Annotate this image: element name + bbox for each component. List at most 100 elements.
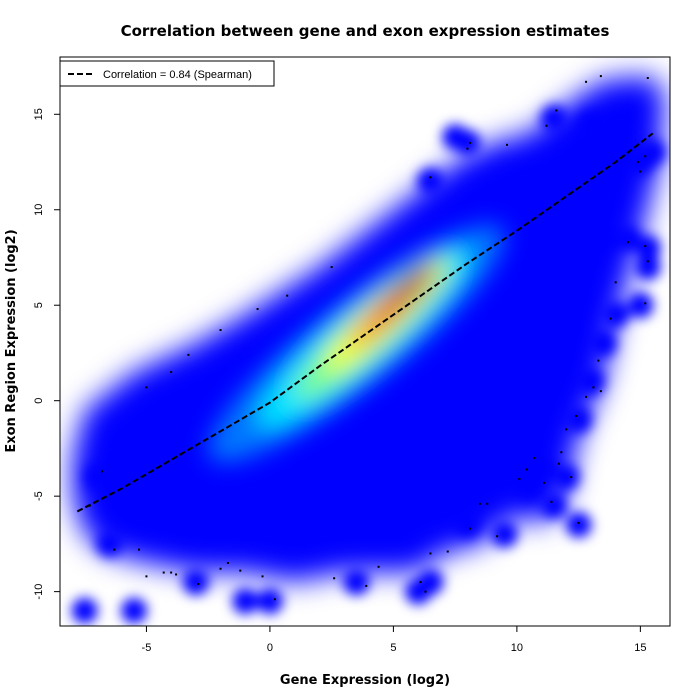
plot-area <box>71 75 666 624</box>
density-blob <box>627 292 654 319</box>
legend-box <box>59 60 275 87</box>
y-tick-label: 0 <box>33 398 45 404</box>
density-blob <box>634 254 661 281</box>
data-point <box>138 548 141 551</box>
data-point <box>419 581 422 584</box>
data-point <box>145 575 148 578</box>
data-point <box>170 371 173 374</box>
data-point <box>170 571 173 574</box>
data-point <box>560 451 563 454</box>
density-blob <box>121 597 148 624</box>
data-point <box>286 294 289 297</box>
x-axis-label: Gene Expression (log2) <box>280 673 450 688</box>
data-point <box>597 359 600 362</box>
y-tick-label: 5 <box>33 302 45 308</box>
data-point <box>570 476 573 479</box>
data-point <box>525 468 528 471</box>
data-point <box>162 571 165 574</box>
data-point <box>557 462 560 465</box>
data-point <box>545 124 548 127</box>
data-point <box>219 329 222 332</box>
x-axis: -5 0 5 10 15 <box>142 626 646 654</box>
data-point <box>478 502 481 505</box>
data-point <box>466 147 469 150</box>
data-point <box>486 502 489 505</box>
data-point <box>614 281 617 284</box>
data-point <box>100 470 103 473</box>
x-tick-label: -5 <box>142 642 152 654</box>
data-point <box>550 500 553 503</box>
data-point <box>585 80 588 83</box>
density-blob <box>232 588 259 615</box>
data-point <box>468 527 471 530</box>
plot-frame <box>59 56 671 627</box>
y-tick-label: -5 <box>33 491 45 501</box>
data-point <box>446 550 449 553</box>
data-point <box>585 395 588 398</box>
data-point <box>639 170 642 173</box>
data-point <box>533 456 536 459</box>
data-point <box>644 155 647 158</box>
density-layer <box>71 76 666 624</box>
data-point <box>627 241 630 244</box>
data-point <box>565 428 568 431</box>
density-blob <box>343 569 370 596</box>
y-tick-label: -10 <box>33 584 45 600</box>
x-tick-label: 15 <box>634 642 646 654</box>
data-point <box>261 575 264 578</box>
legend: Correlation = 0.84 (Spearman) <box>59 60 275 87</box>
data-point <box>555 109 558 112</box>
data-point <box>145 386 148 389</box>
data-point <box>113 548 116 551</box>
data-point <box>377 565 380 568</box>
y-axis-label: Exon Region Expression (log2) <box>4 229 19 452</box>
density-blob <box>565 511 592 538</box>
data-point <box>506 143 509 146</box>
data-point <box>496 535 499 538</box>
data-point <box>273 598 276 601</box>
density-level-7 <box>392 266 429 303</box>
data-point <box>256 308 259 311</box>
density-blob <box>182 569 209 596</box>
y-tick-label: 10 <box>33 204 45 216</box>
x-tick-label: 10 <box>511 642 523 654</box>
x-tick-label: 5 <box>390 642 396 654</box>
density-blob <box>442 124 469 151</box>
data-point <box>365 584 368 587</box>
data-point <box>518 477 521 480</box>
data-point <box>219 567 222 570</box>
data-point <box>646 260 649 263</box>
data-point <box>644 245 647 248</box>
data-point <box>468 141 471 144</box>
density-core <box>208 224 505 463</box>
data-point <box>197 582 200 585</box>
trend-line <box>76 132 654 513</box>
chart-title: Correlation between gene and exon expres… <box>121 22 610 40</box>
data-point <box>333 577 336 580</box>
data-point <box>592 386 595 389</box>
data-point <box>575 414 578 417</box>
data-point <box>330 266 333 269</box>
legend-label: Correlation = 0.84 (Spearman) <box>103 69 252 81</box>
data-point <box>543 481 546 484</box>
data-point <box>644 302 647 305</box>
data-point <box>429 552 432 555</box>
x-tick-label: 0 <box>267 642 273 654</box>
data-point <box>429 176 432 179</box>
data-point <box>646 77 649 80</box>
y-axis: -10 -5 0 5 10 15 <box>33 108 60 600</box>
data-point <box>599 75 602 78</box>
density-blob <box>634 234 661 261</box>
data-point <box>609 317 612 320</box>
data-point <box>636 161 639 164</box>
data-point <box>424 590 427 593</box>
data-point <box>239 569 242 572</box>
density-blob <box>256 588 283 615</box>
y-tick-label: 15 <box>33 108 45 120</box>
data-point <box>175 573 178 576</box>
data-point <box>187 353 190 356</box>
density-blob <box>417 569 444 596</box>
data-point <box>599 390 602 393</box>
density-blob <box>71 597 98 624</box>
